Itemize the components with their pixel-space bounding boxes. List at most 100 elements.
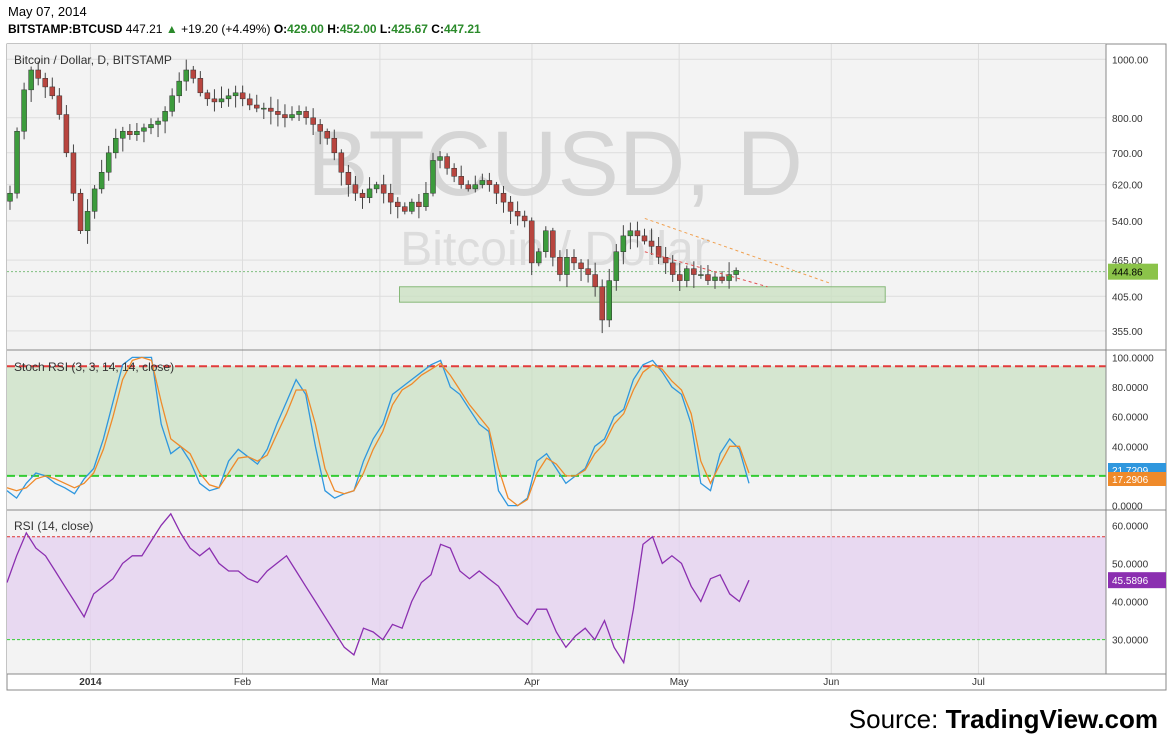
x-tick-label: Feb <box>234 677 252 688</box>
candle-body <box>479 180 486 185</box>
candle-body <box>543 230 549 252</box>
candle-body <box>451 167 457 177</box>
stoch-tick-label: 80.0000 <box>1112 383 1149 394</box>
candle-body <box>282 114 288 119</box>
candle-body <box>91 188 98 212</box>
candle-body <box>7 192 13 202</box>
stoch-tick-label: 0.0000 <box>1112 502 1143 513</box>
candle-body <box>641 235 648 242</box>
price-tick-label: 800.00 <box>1112 114 1143 125</box>
candle-body <box>613 251 620 281</box>
stoch-tick-label: 100.0000 <box>1112 353 1154 364</box>
chart-date: May 07, 2014 <box>8 4 87 19</box>
up-arrow-icon: ▲ <box>165 22 178 36</box>
candle-body <box>409 201 415 212</box>
rsi-tick-label: 50.0000 <box>1112 559 1149 570</box>
candle-body <box>289 114 295 119</box>
candle-body <box>42 78 48 88</box>
candle-body <box>56 95 63 115</box>
candle-body <box>310 117 316 125</box>
open-label: O: <box>273 22 288 36</box>
candle-body <box>63 114 70 154</box>
candle-body <box>246 98 253 106</box>
wedge-upper-line <box>644 217 832 285</box>
candle-body <box>268 107 274 112</box>
candle-body <box>84 211 91 232</box>
x-tick-label: Jul <box>972 677 985 688</box>
candle-body <box>627 230 634 237</box>
price-change: +19.20 (+4.49%) <box>181 22 271 36</box>
last-price-badge-text: 444.86 <box>1112 268 1143 279</box>
trading-chart[interactable]: 2014 Feb Mar Apr May Jun Jul 355.00 405.00 465.00… <box>0 0 1172 700</box>
candle-body <box>204 92 211 100</box>
stoch-d-badge <box>1108 472 1166 486</box>
candle-body <box>254 104 260 109</box>
candle-body <box>514 211 521 217</box>
candle-body <box>557 257 563 275</box>
candle-body <box>677 274 683 281</box>
x-tick-label: Mar <box>371 677 389 688</box>
candle-body <box>606 280 612 321</box>
rsi-band <box>7 536 1106 640</box>
candle-body <box>423 192 429 207</box>
candle-body <box>352 184 359 194</box>
candle-body <box>338 152 345 173</box>
candle-body <box>458 176 464 185</box>
rsi-tick-label: 60.0000 <box>1112 521 1149 532</box>
candle-body <box>550 230 556 258</box>
candle-body <box>345 171 352 185</box>
candle-body <box>430 160 436 194</box>
price-tick-label: 1000.00 <box>1112 55 1149 66</box>
x-tick-label: Apr <box>524 677 540 688</box>
x-tick-label: Jun <box>823 677 839 688</box>
candle-body <box>190 69 197 79</box>
candle-body <box>169 95 175 112</box>
candle-body <box>113 137 119 154</box>
watermark-primary: BTCUSD, D <box>307 113 803 215</box>
candle-body <box>303 111 309 119</box>
candle-body <box>183 69 189 82</box>
source-prefix: Source: <box>848 704 946 734</box>
candle-body <box>705 274 711 281</box>
candle-body <box>402 206 408 212</box>
candle-body <box>120 130 126 139</box>
candle-body <box>726 274 732 281</box>
candle-body <box>472 184 479 190</box>
high-value: 452.00 <box>339 22 377 36</box>
candle-body <box>70 152 77 194</box>
price-pane-title: Bitcoin / Dollar, D, BITSTAMP <box>14 53 172 67</box>
candle-body <box>380 184 387 194</box>
candle-body <box>444 156 450 169</box>
candle-body <box>211 98 218 103</box>
candle-body <box>324 130 330 139</box>
candle-body <box>500 192 507 203</box>
rsi-line <box>6 512 750 665</box>
close-label: C: <box>431 22 444 36</box>
candle-body <box>98 171 105 190</box>
candle-body <box>465 184 471 190</box>
candle-body <box>669 262 676 275</box>
candle-body <box>493 184 500 194</box>
price-tick-label: 405.00 <box>1112 292 1143 303</box>
candle-body <box>712 276 718 281</box>
rsi-badge <box>1108 572 1166 589</box>
price-tick-label: 355.00 <box>1112 327 1143 338</box>
candle-body <box>507 201 514 212</box>
symbol-quote-line: BITSTAMP:BTCUSD 447.21 ▲ +19.20 (+4.49%)… <box>8 22 481 36</box>
close-value: 447.21 <box>443 22 481 36</box>
candle-body <box>359 192 366 198</box>
candle-body <box>733 270 739 275</box>
candle-body <box>77 192 84 232</box>
rsi-badge-text: 45.5896 <box>1112 576 1149 587</box>
candle-body <box>599 286 605 321</box>
candle-body <box>592 274 598 288</box>
source-credit: Source: TradingView.com <box>849 704 1158 735</box>
low-label: L: <box>379 22 392 36</box>
candle-body <box>317 124 323 132</box>
candle-body <box>521 215 528 222</box>
price-tick-label: 465.00 <box>1112 256 1143 267</box>
candle-body <box>528 220 535 264</box>
candle-body <box>155 120 161 125</box>
candle-body <box>261 107 267 110</box>
stoch-k-badge-text: 21.7209 <box>1112 466 1149 477</box>
